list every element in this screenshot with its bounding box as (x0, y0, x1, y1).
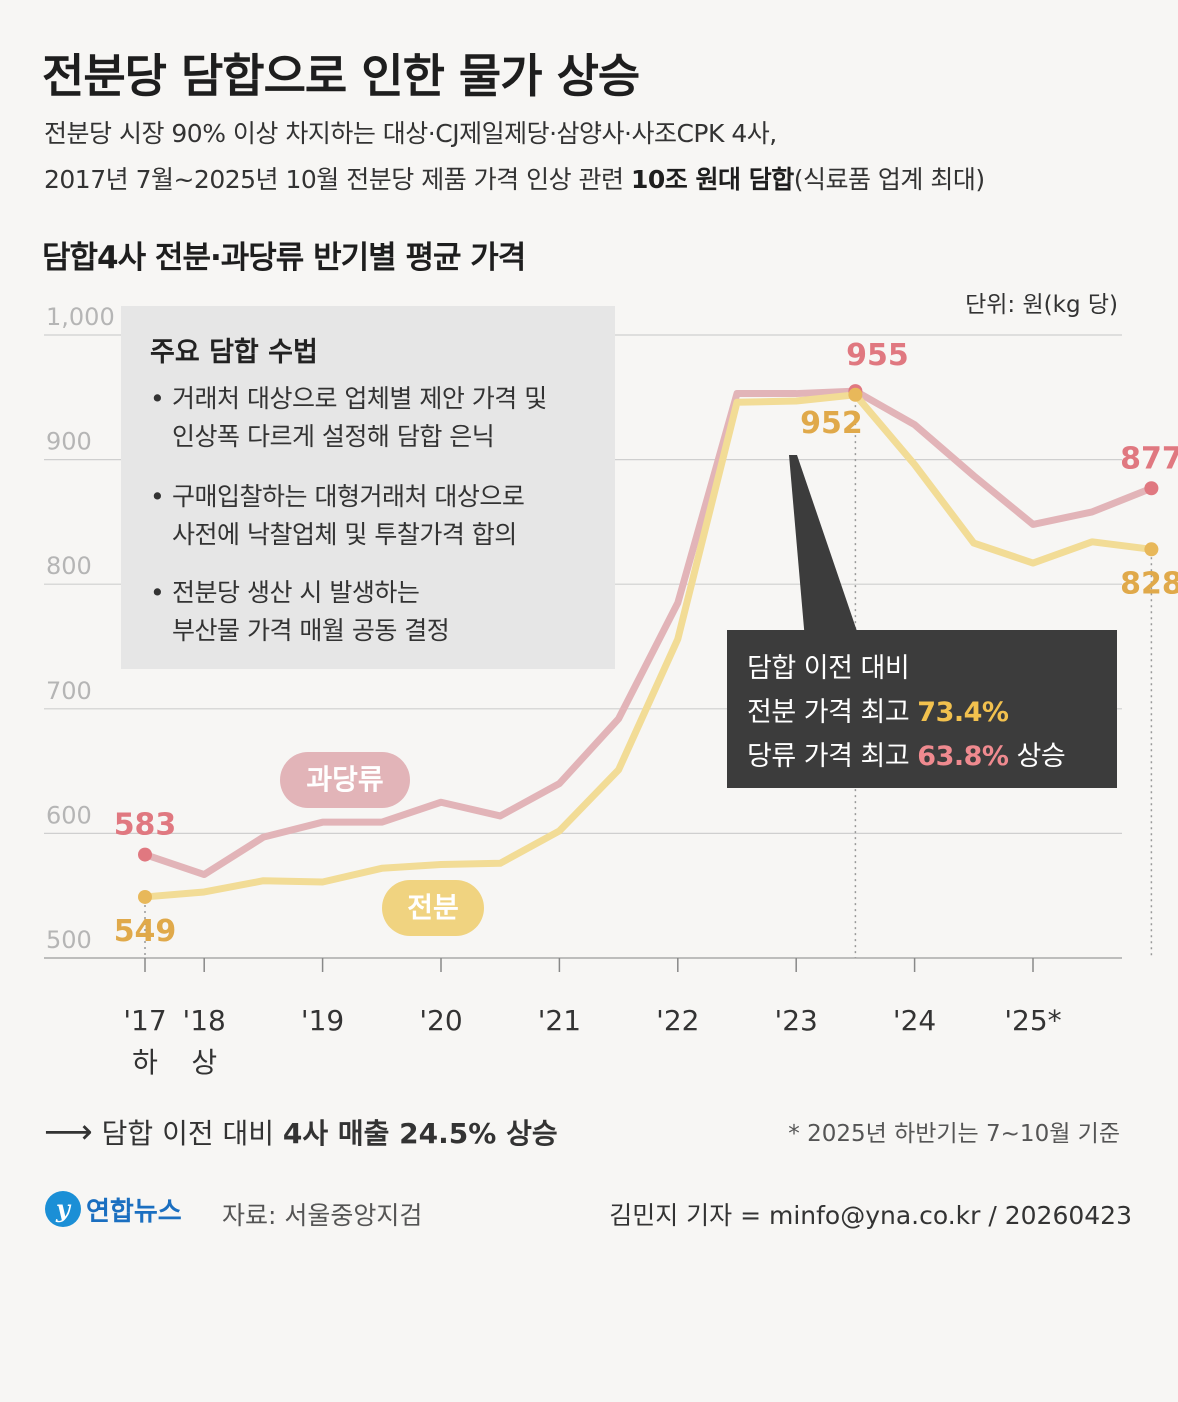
x-tick-sublabel: 상 (191, 1046, 217, 1079)
bullet-dot: • (150, 482, 165, 511)
callout-line-3: 당류 가격 최고 63.8% 상승 (747, 734, 1066, 773)
series-label-starch: 전분 (382, 880, 484, 936)
footer-summary: ⟶ 담합 이전 대비 4사 매출 24.5% 상승 (44, 1112, 558, 1152)
data-point-marker (1144, 542, 1159, 557)
series-markers (138, 384, 1159, 904)
subtitle-line-1: 전분당 시장 90% 이상 차지하는 대상·CJ제일제당·삼양사·사조CPK 4… (44, 119, 777, 148)
x-tick-label: '25* (1004, 1004, 1061, 1037)
bullet-text: 전분당 생산 시 발생하는 (172, 578, 420, 607)
series-lines (141, 387, 1155, 901)
callout-line-2: 전분 가격 최고 73.4% (747, 690, 1009, 729)
data-point-marker (1144, 481, 1159, 496)
x-tick-label: '22 (656, 1004, 699, 1037)
callout-text: 당류 가격 최고 (747, 741, 918, 772)
data-label: 877 (1120, 441, 1178, 476)
data-label: 828 (1120, 566, 1178, 601)
source-label: 자료: 서울중앙지검 (222, 1201, 423, 1230)
y-tick-label: 700 (46, 677, 92, 705)
data-label: 952 (800, 406, 863, 441)
bullet-text: 부산물 가격 매월 공동 결정 (172, 616, 450, 645)
chart-grid: 1,000 900 800 700 600 500 (44, 303, 1122, 959)
bullet-dot: • (150, 384, 165, 413)
bullet-text: 사전에 낙찰업체 및 투찰가격 합의 (172, 520, 517, 549)
data-labels: 583 549 955 952 877 828 (114, 338, 1178, 949)
bullet-text: 인상폭 다르게 설정해 담합 은닉 (172, 422, 495, 451)
svg-text:y: y (55, 1194, 72, 1223)
x-tick-label: '19 (301, 1004, 344, 1037)
page-title: 전분당 담합으로 인한 물가 상승 (42, 49, 640, 103)
footnote: * 2025년 하반기는 7~10월 기준 (788, 1121, 1120, 1147)
callout-starch-percent: 73.4% (917, 697, 1009, 728)
data-point-marker (848, 387, 863, 402)
callout-text: 전분 가격 최고 (747, 697, 918, 728)
method-box-title: 주요 담합 수법 (150, 337, 318, 368)
series-line-전분 (141, 391, 1155, 901)
x-axis-labels: '17 하 '18 상 '19 '20 '21 '22 '23 '24 '25* (123, 958, 1062, 1079)
y-tick-label: 900 (46, 428, 92, 456)
data-point-marker (138, 847, 152, 862)
callout-text-tail: 상승 (1008, 741, 1066, 772)
arrow-icon: ⟶ (44, 1112, 93, 1152)
yonhap-logo: y 연합뉴스 (44, 1190, 182, 1228)
x-tick-sublabel: 하 (132, 1046, 158, 1079)
yonhap-logo-icon: y (45, 1191, 81, 1227)
bullet-text: 거래처 대상으로 업체별 제안 가격 및 (172, 384, 547, 413)
data-label: 955 (846, 338, 909, 373)
subtitle-text: 2017년 7월~2025년 10월 전분당 제품 가격 인상 관련 (44, 165, 631, 194)
series-line-과당류 (141, 387, 1155, 879)
subtitle-emphasis: 10조 원대 담합 (631, 165, 794, 194)
credit-label: 김민지 기자 = minfo@yna.co.kr / 20260423 (609, 1201, 1132, 1230)
x-tick-label: '24 (893, 1004, 936, 1037)
data-point-marker (138, 889, 152, 904)
guide-lines (144, 399, 1153, 958)
series-label-sugar: 과당류 (280, 752, 410, 808)
y-tick-label: 600 (46, 801, 92, 829)
x-tick-label: '17 (123, 1004, 166, 1037)
method-bullet: • 전분당 생산 시 발생하는 부산물 가격 매월 공동 결정 (150, 574, 450, 650)
callout-box: 담합 이전 대비 전분 가격 최고 73.4% 당류 가격 최고 63.8% 상… (727, 630, 1117, 788)
y-tick-label: 800 (46, 552, 92, 580)
x-tick-label: '21 (538, 1004, 581, 1037)
data-label: 549 (114, 914, 177, 949)
x-tick-label: '18 (183, 1004, 226, 1037)
unit-label: 단위: 원(kg 당) (965, 292, 1118, 318)
bullet-dot: • (150, 578, 165, 607)
y-tick-label: 1,000 (46, 303, 115, 331)
footer-summary-emphasis: 4사 매출 24.5% 상승 (282, 1117, 558, 1150)
subtitle-line-2: 2017년 7월~2025년 10월 전분당 제품 가격 인상 관련 10조 원… (44, 160, 985, 196)
bullet-text: 구매입찰하는 대형거래처 대상으로 (172, 482, 525, 511)
data-label: 583 (114, 808, 177, 843)
method-bullet: • 거래처 대상으로 업체별 제안 가격 및 인상폭 다르게 설정해 담합 은닉 (150, 380, 547, 456)
yonhap-logo-text: 연합뉴스 (86, 1196, 182, 1227)
callout-sugar-percent: 63.8% (917, 741, 1009, 772)
method-box (121, 306, 615, 669)
subtitle-text-tail: (식료품 업계 최대) (793, 165, 985, 194)
note-pointer (789, 455, 860, 640)
footer-summary-text: 담합 이전 대비 (101, 1117, 283, 1150)
x-tick-label: '20 (419, 1004, 462, 1037)
y-tick-label: 500 (46, 926, 92, 954)
callout-line-1: 담합 이전 대비 (747, 653, 910, 684)
x-tick-label: '23 (775, 1004, 818, 1037)
chart-title: 담합4사 전분·과당류 반기별 평균 가격 (42, 240, 526, 276)
method-bullet: • 구매입찰하는 대형거래처 대상으로 사전에 낙찰업체 및 투찰가격 합의 (150, 478, 525, 554)
